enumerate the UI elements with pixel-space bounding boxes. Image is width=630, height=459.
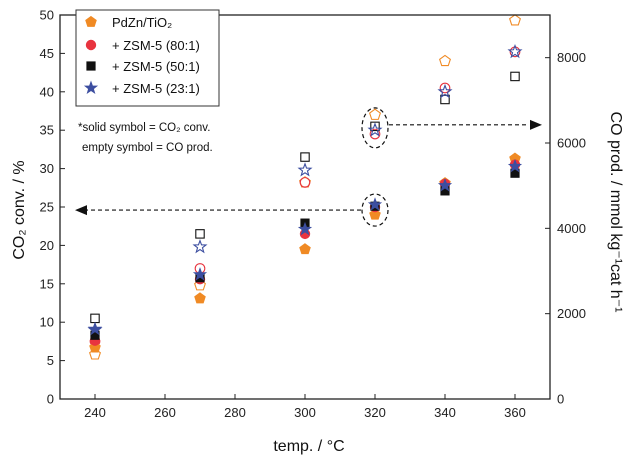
co-prod-point-s1-2: [299, 177, 311, 188]
x-tick-label: 300: [294, 405, 316, 420]
y-right-tick-label: 2000: [557, 306, 586, 321]
x-axis-title: temp. / °C: [273, 438, 344, 455]
co-prod-point-s3-1: [192, 239, 208, 254]
co2-conv-point-s3-1: [192, 267, 208, 281]
annotation-layer: [75, 107, 542, 227]
legend-label-0: PdZn/TiO₂: [112, 15, 172, 30]
y-left-tick-label: 35: [40, 123, 54, 138]
co-prod-point-s2-2: [300, 152, 310, 162]
co-prod-point-s2-5: [510, 71, 520, 82]
legend-label-2: + ZSM-5 (50:1): [112, 59, 200, 74]
x-tick-label: 280: [224, 405, 246, 420]
legend-label-1: + ZSM-5 (80:1): [112, 38, 200, 53]
legend-marker-1: [85, 39, 97, 51]
co2-conv-point-s0-2: [299, 243, 311, 255]
x-tick-label: 360: [504, 405, 526, 420]
x-tick-label: 240: [84, 405, 106, 420]
y-right-tick-label: 8000: [557, 50, 586, 65]
legend: PdZn/TiO₂ + ZSM-5 (80:1) + ZSM-5 (50:1) …: [75, 9, 220, 107]
co2-conv-point-s0-1: [194, 292, 206, 304]
y-left-tick-label: 40: [40, 84, 54, 99]
co-prod-point-s0-3: [369, 108, 381, 120]
frame-layer: [59, 14, 551, 400]
co2-conv-point-s3-2: [297, 221, 313, 236]
plot-frame: [59, 14, 551, 400]
arrowhead-right: [530, 119, 542, 130]
y-right-axis-title: CO prod. / mmol kg⁻¹cat h⁻¹: [607, 112, 624, 313]
x-tick-label: 320: [364, 405, 386, 420]
co-prod-point-s2-3: [370, 121, 380, 132]
co2-conv-point-s0-3: [369, 208, 381, 220]
legend-label-3: + ZSM-5 (23:1): [112, 81, 200, 96]
legend-marker-2: [86, 61, 96, 71]
legend-frame: [75, 9, 220, 107]
y-left-tick-label: 20: [40, 238, 54, 253]
y-left-tick-label: 0: [47, 392, 54, 407]
co-prod-point-s1-3: [369, 128, 381, 140]
co-prod-point-s2-0: [90, 313, 100, 324]
co-prod-point-s3-2: [297, 162, 313, 177]
highlight-circle-prod: [361, 107, 389, 149]
ticks-layer: 240 260 280 300 320 340 360 0 5 10 15 20 25 30 35 40 45 5…: [40, 8, 586, 421]
annotation-empty-symbol: empty symbol = CO prod.: [82, 142, 213, 154]
co2-conv-point-s3-5: [507, 158, 523, 173]
legend-markers: [83, 15, 99, 95]
co-prod-point-s1-4: [439, 82, 451, 94]
co-prod-point-s2-1: [195, 229, 205, 239]
co-prod-point-s0-0: [89, 348, 101, 360]
co-prod-point-s0-5: [509, 14, 521, 26]
y-right-tick-label: 6000: [557, 136, 586, 151]
legend-marker-0: [85, 15, 97, 27]
co2-conv-point-s3-4: [437, 178, 453, 192]
co-prod-point-s3-5: [507, 43, 523, 59]
co2-conv-point-s3-0: [87, 321, 103, 336]
y-left-tick-label: 25: [40, 200, 54, 215]
co-prod-point-s3-3: [367, 122, 383, 137]
y-left-tick-label: 45: [40, 46, 54, 61]
y-left-tick-label: 5: [47, 353, 54, 368]
y-left-tick-label: 50: [40, 8, 54, 23]
co-prod-point-s0-4: [439, 54, 451, 67]
x-tick-label: 260: [154, 405, 176, 420]
y-left-tick-label: 15: [40, 276, 54, 291]
marks-layer: [87, 14, 523, 360]
y-right-tick-label: 4000: [557, 221, 586, 236]
co-prod-point-s0-1: [194, 279, 206, 291]
y-left-tick-label: 10: [40, 315, 54, 330]
legend-marker-3: [83, 80, 99, 95]
y-right-tick-label: 0: [557, 392, 564, 407]
y-left-tick-label: 30: [40, 161, 54, 176]
highlight-circle-conv: [361, 193, 389, 227]
arrowhead-left: [75, 205, 87, 216]
annotation-solid-symbol: *solid symbol = CO₂ conv.: [78, 122, 210, 134]
x-tick-label: 340: [434, 405, 456, 420]
co2-conv-point-s3-3: [367, 197, 383, 211]
y-left-axis-title: CO₂ conv. / %: [11, 160, 28, 259]
co-prod-point-s2-4: [440, 94, 450, 105]
co-prod-point-s3-4: [437, 83, 453, 99]
